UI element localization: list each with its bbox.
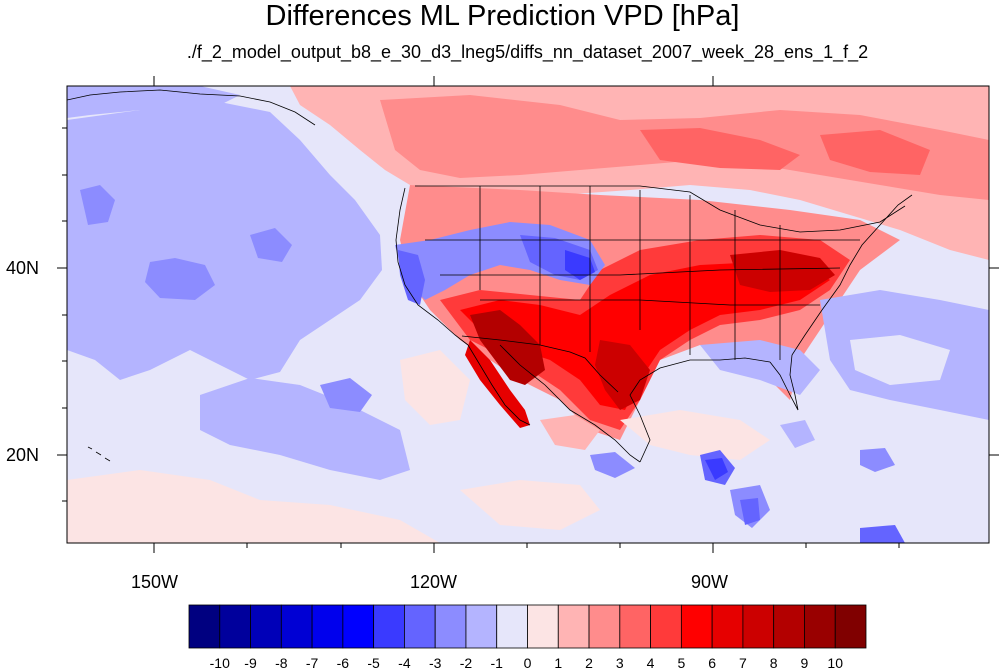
mexico-pink: [540, 415, 600, 450]
colorbar-swatch: [557, 604, 590, 649]
colorbar-label: -6: [336, 655, 350, 671]
coastlines-and-borders: [67, 89, 913, 463]
atlantic-light: [850, 335, 950, 385]
colorbar-label: -2: [459, 655, 473, 671]
colorbar-swatch: [804, 604, 836, 649]
colorbar-label: 2: [585, 655, 593, 671]
mexico-border: [461, 335, 619, 393]
colorbar-swatch: [250, 604, 282, 649]
southeast-blue: [700, 340, 820, 395]
colorbar-label: -7: [305, 655, 319, 671]
pacific-light-pink-2: [400, 350, 470, 425]
colorbar-swatch: [465, 604, 498, 649]
texas-dark-red: [595, 340, 650, 410]
colorbar-label: 5: [677, 655, 686, 671]
colorbar-label: -9: [244, 655, 257, 671]
colorbar-swatch: [219, 604, 251, 649]
us-west-coast: [395, 187, 469, 346]
colorbar-label: 3: [615, 655, 624, 671]
california-blue: [398, 250, 425, 305]
caribbean-blue-5: [860, 448, 895, 472]
canada-border: [415, 185, 906, 233]
caribbean-blue-4: [740, 498, 760, 525]
hawaii-islands: [87, 446, 111, 462]
state-line-10: [480, 299, 820, 306]
x-tick-150w: 150W: [131, 572, 179, 592]
colorbar-label: -3: [428, 655, 442, 671]
caribbean-blue-7: [780, 420, 815, 448]
colorbar-swatch: [619, 604, 651, 649]
anomaly-field: [67, 86, 989, 543]
colorbar-swatch: [742, 604, 775, 649]
baja-red: [465, 340, 530, 428]
pacific-light-pink-1: [67, 470, 440, 543]
north-red-strong: [640, 128, 800, 170]
interior-blue-dark: [565, 250, 595, 280]
colorbar-swatch: [834, 604, 867, 649]
colorbar-label: -1: [490, 655, 503, 671]
colorbar-label: 1: [554, 655, 563, 671]
colorbar-swatch: [434, 604, 467, 649]
axis-ticks: [57, 76, 999, 553]
pacific-blue-region: [67, 100, 382, 380]
colorbar-label: 10: [827, 655, 844, 671]
x-tick-120w: 120W: [410, 572, 458, 592]
caribbean-blue-2: [705, 458, 728, 480]
gulf-coast: [629, 357, 771, 463]
pacific-mid-blue-2: [80, 185, 115, 225]
colorbar-swatch: [342, 604, 375, 649]
colorbar-label: 6: [708, 655, 717, 671]
florida-coast: [769, 354, 799, 411]
colorbar-label: -10: [209, 655, 230, 671]
colorbar-label: 8: [769, 655, 778, 671]
colorbar-swatch: [680, 604, 713, 649]
colorbar-label: 0: [523, 655, 532, 671]
baja-coast: [467, 344, 531, 426]
pacific-mid-blue-4: [320, 378, 372, 412]
colorbar-swatch: [280, 604, 313, 649]
colorbar-swatch: [711, 604, 744, 649]
colorbar-label: 7: [739, 655, 747, 671]
colorbar-label: -8: [275, 655, 288, 671]
north-east-red: [820, 130, 930, 175]
colorbar-swatch: [188, 604, 221, 649]
southwest-dark-red: [470, 310, 545, 385]
pacific-mid-blue-3: [250, 228, 292, 262]
map-subtitle: ./f_2_model_output_b8_e_30_d3_lneg5/diff…: [186, 42, 869, 62]
alaska-coast: [67, 89, 316, 126]
colorbar-swatch: [404, 604, 436, 649]
colorbar-swatch: [496, 604, 528, 649]
colorbar-label: 9: [800, 655, 809, 671]
map-title: Differences ML Prediction VPD [hPa]: [265, 0, 740, 32]
east-dark-red: [730, 250, 835, 292]
gulf-pink: [620, 410, 770, 460]
y-tick-20n: 20N: [6, 445, 40, 465]
y-tick-40n: 40N: [6, 258, 40, 278]
x-tick-90w: 90W: [691, 572, 729, 592]
east-coast: [791, 194, 913, 356]
caribbean-blue-6: [860, 525, 905, 543]
eastern-pacific-pink: [460, 480, 600, 530]
colorbar-swatch: [650, 604, 682, 649]
colorbar: [188, 604, 867, 649]
pacific-mid-blue-1: [145, 258, 215, 300]
colorbar-swatch: [311, 604, 344, 649]
central-america-blue: [590, 452, 635, 478]
colorbar-label: -4: [398, 655, 411, 671]
pacific-blue-band: [200, 378, 410, 480]
colorbar-swatch: [773, 604, 805, 649]
mexico-coast: [499, 344, 641, 463]
colorbar-swatch: [588, 604, 621, 649]
colorbar-label: 4: [646, 655, 655, 671]
colorbar-swatch: [527, 604, 559, 649]
state-line-9: [440, 267, 841, 276]
colorbar-swatch: [373, 604, 405, 649]
conus-red-strong: [460, 262, 830, 410]
colorbar-label: -5: [367, 655, 380, 671]
